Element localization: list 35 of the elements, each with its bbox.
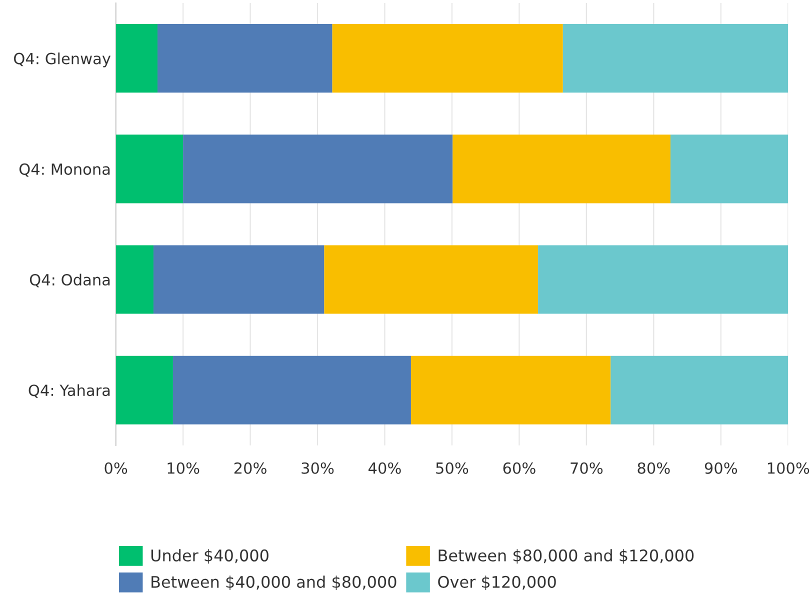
y-tick-label: Q4: Odana [30, 274, 110, 288]
y-tick-label: Q4: Yahara [28, 384, 110, 398]
bar [562, 24, 788, 93]
x-tick-label: 80% [638, 462, 670, 474]
bar [172, 356, 411, 424]
bar [538, 245, 788, 314]
legend-label: Over $120,000 [438, 576, 556, 590]
bar [153, 245, 324, 314]
legend-label: Between $80,000 and $120,000 [438, 549, 694, 564]
bar [610, 356, 788, 424]
x-tick-label: 0% [104, 462, 128, 474]
bar [332, 24, 563, 93]
bar [116, 245, 154, 314]
bar [116, 24, 158, 93]
x-tick-label: 70% [570, 462, 603, 474]
y-tick-label: Q4: Monona [19, 163, 110, 177]
y-tick-label: Q4: Glenway [14, 52, 111, 68]
bar [670, 134, 788, 204]
bar [324, 245, 538, 314]
bar [158, 24, 332, 93]
x-tick-label: 10% [168, 462, 200, 474]
x-tick-label: 40% [368, 462, 401, 474]
legend-label: Between $40,000 and $80,000 [152, 576, 396, 590]
x-tick-label: 30% [302, 462, 334, 474]
bar [183, 134, 453, 204]
bar [410, 356, 611, 424]
x-tick-label: 90% [704, 462, 738, 474]
bar [116, 356, 173, 424]
x-tick-label: 20% [234, 462, 266, 474]
x-tick-label: 50% [436, 462, 468, 474]
x-tick-label: 100% [768, 462, 810, 474]
x-tick-label: 60% [503, 462, 536, 474]
legend-label: Under $40,000 [151, 549, 268, 564]
bar [116, 134, 184, 204]
bar [452, 134, 670, 204]
